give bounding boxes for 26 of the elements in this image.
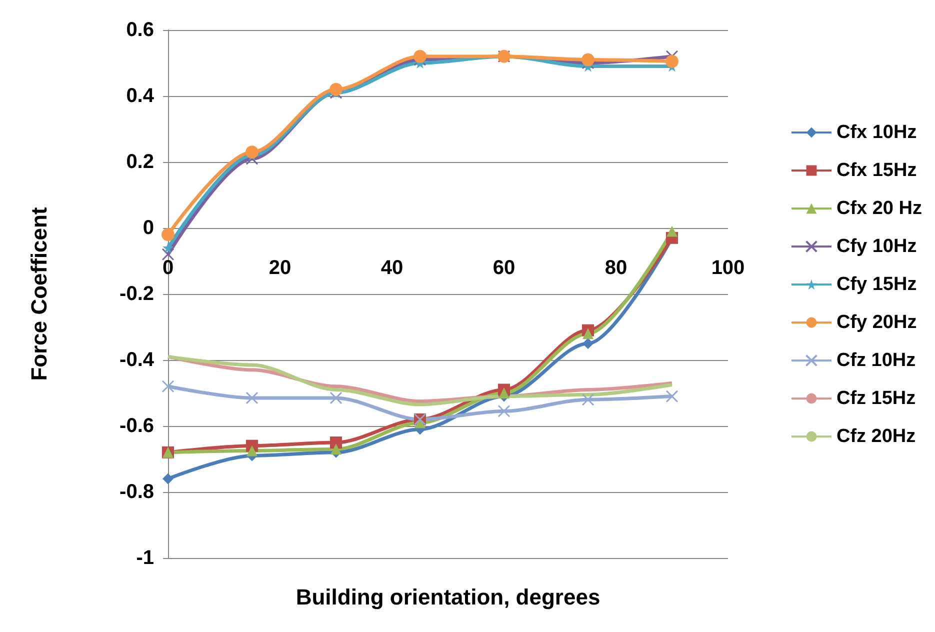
legend-label: Cfx 20 Hz xyxy=(836,198,922,219)
legend-label: Cfx 15Hz xyxy=(836,160,917,181)
x-tick-label: 40 xyxy=(380,257,404,279)
y-axis-title: Force Coefficent xyxy=(26,206,52,381)
y-tick-label: 0.4 xyxy=(126,85,155,107)
y-tick-label: -0.2 xyxy=(120,283,154,305)
legend-label: Cfz 10Hz xyxy=(836,350,916,371)
legend-label: Cfy 20Hz xyxy=(836,312,917,333)
legend-label: Cfy 15Hz xyxy=(836,274,917,295)
x-axis-title: Building orientation, degrees xyxy=(296,584,600,610)
x-tick-label: 0 xyxy=(162,257,174,279)
y-tick-label: 0.2 xyxy=(126,151,154,173)
y-tick-label: 0 xyxy=(142,217,154,239)
y-tick-label: -0.8 xyxy=(120,481,154,503)
x-tick-label: 20 xyxy=(268,257,292,279)
y-tick-label: -0.6 xyxy=(120,415,154,437)
x-tick-label: 100 xyxy=(711,257,745,279)
legend-label: Cfz 15Hz xyxy=(836,388,916,409)
legend-label: Cfy 10Hz xyxy=(836,236,917,257)
y-tick-label: -1 xyxy=(136,547,154,569)
x-tick-label: 80 xyxy=(604,257,628,279)
y-tick-label: 0.6 xyxy=(126,19,154,41)
x-tick-label: 60 xyxy=(492,257,516,279)
y-tick-label: -0.4 xyxy=(120,349,155,371)
legend-label: Cfx 10Hz xyxy=(836,122,917,143)
legend-label: Cfz 20Hz xyxy=(836,426,916,447)
